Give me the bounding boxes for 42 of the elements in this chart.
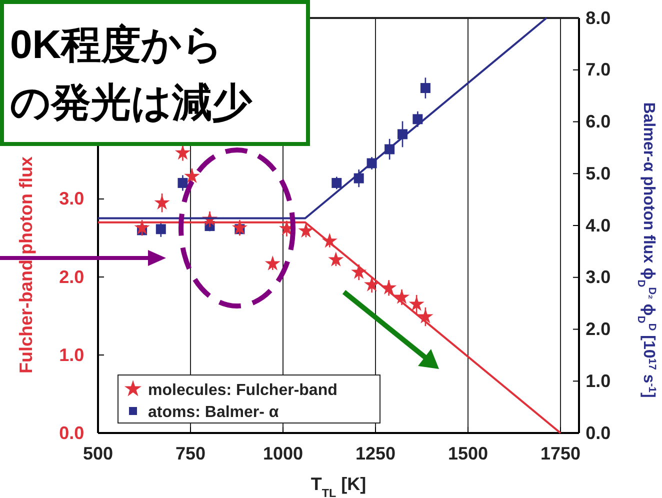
point (412, 114, 423, 124)
y2-tick-label: 5.0 (586, 163, 611, 184)
legend-label: molecules: Fulcher-band (148, 382, 338, 399)
point (394, 289, 410, 304)
point (298, 222, 314, 238)
y2-tick-label: 7.0 (586, 60, 611, 80)
point (264, 256, 280, 270)
point (328, 252, 344, 266)
y-axis-title: Fulcher-band photon flux (16, 156, 36, 374)
legend-label: atoms: Balmer- α (148, 404, 279, 421)
x-tick-label: 1500 (448, 443, 488, 464)
x-tick-label: 1750 (540, 443, 581, 464)
y2-tick-label: 6.0 (586, 112, 611, 132)
point (134, 220, 150, 234)
x-tick-label: 1250 (355, 443, 396, 464)
point (408, 296, 424, 311)
annotation: 0K程度から (10, 23, 224, 67)
point (364, 276, 380, 292)
point (232, 220, 248, 234)
point (418, 308, 434, 324)
x-tick-label: 750 (175, 443, 206, 464)
point (178, 178, 188, 188)
point (184, 168, 200, 183)
y2-tick-label: 2.0 (586, 319, 611, 340)
point (420, 83, 430, 94)
point (174, 144, 191, 160)
y-tick-label: 3.0 (59, 188, 84, 209)
annotation: の発光は減少 (10, 81, 253, 125)
y-tick-label: 2.0 (59, 266, 84, 287)
x-tick-label: 500 (82, 443, 114, 464)
y2-tick-label: 1.0 (586, 370, 611, 391)
x-tick-label: 1000 (262, 443, 304, 464)
x-axis-title: T$_{TL}$ [K] (310, 474, 366, 498)
y2-tick-label: 0.0 (586, 422, 611, 443)
point (332, 178, 342, 188)
y2-tick-label: 8.0 (586, 8, 611, 28)
point (154, 194, 170, 210)
y-tick-label: 1.0 (59, 344, 84, 365)
point (156, 224, 166, 234)
y-tick-label: 0.0 (59, 422, 84, 443)
y2-tick-label: 3.0 (586, 267, 611, 288)
y2-tick-label: 4.0 (586, 215, 611, 236)
